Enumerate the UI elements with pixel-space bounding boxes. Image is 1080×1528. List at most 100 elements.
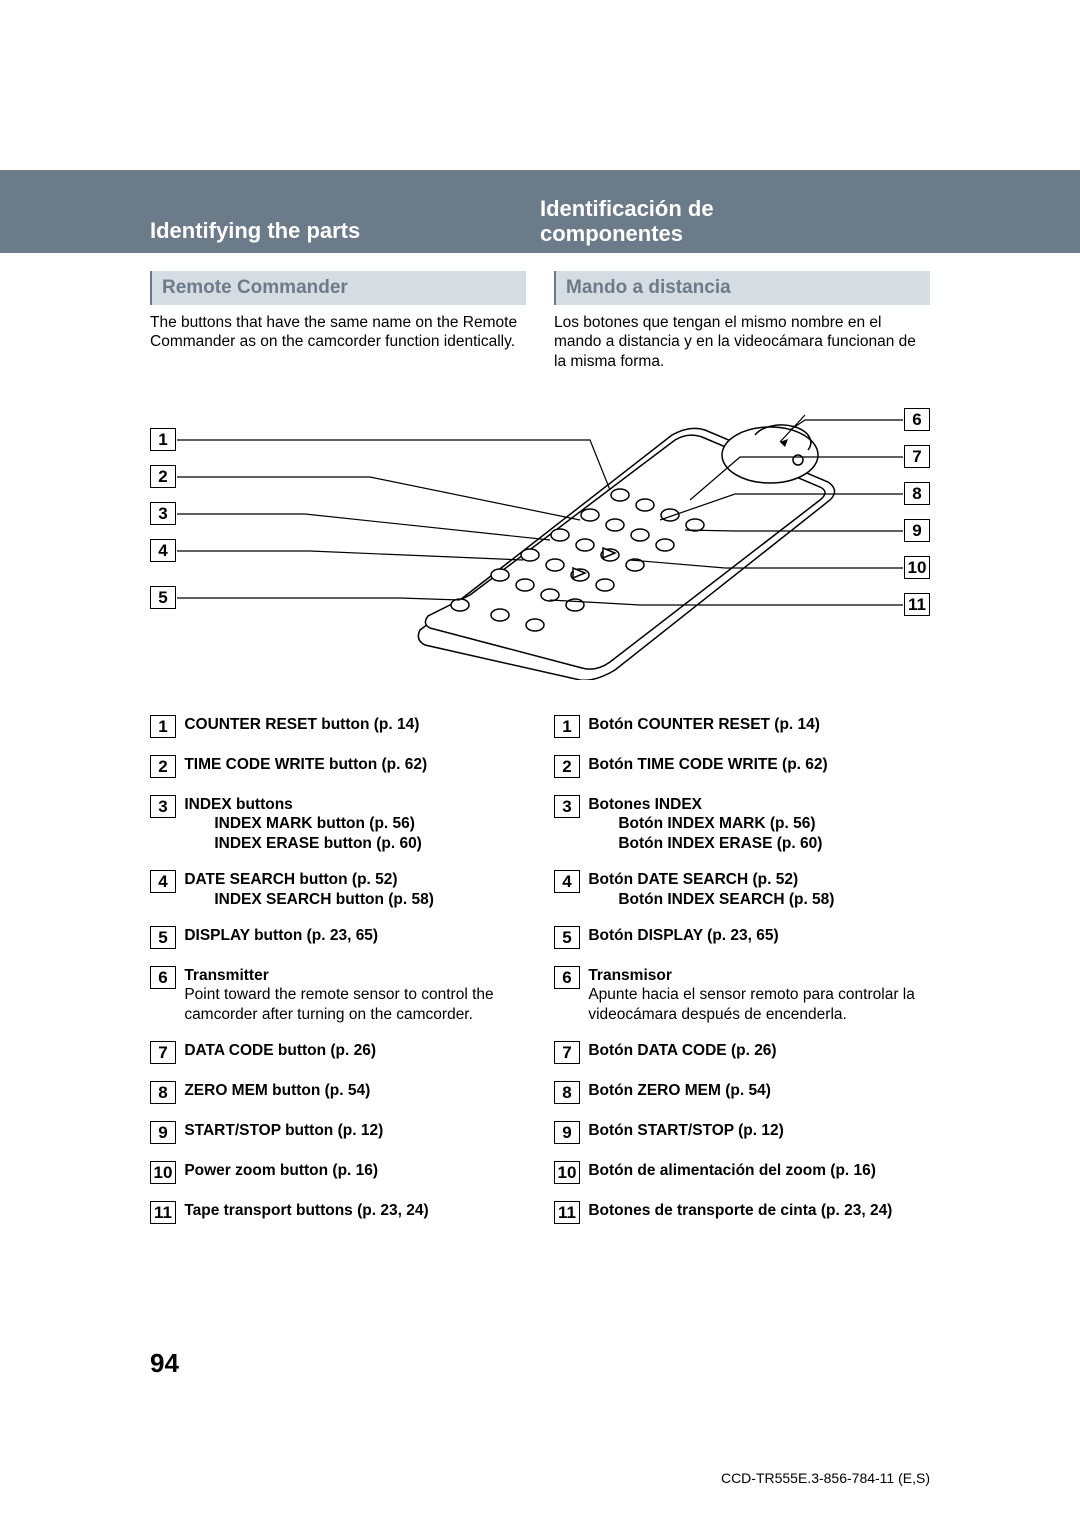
- callout-5: 5: [150, 586, 176, 609]
- item-number: 6: [150, 966, 176, 989]
- list-item: 5 Botón DISPLAY (p. 23, 65): [554, 926, 930, 949]
- left-list: 1 COUNTER RESET button (p. 14) 2 TIME COD…: [150, 715, 526, 1241]
- right-list: 1 Botón COUNTER RESET (p. 14) 2 Botón TIM…: [554, 715, 930, 1241]
- item-number: 3: [554, 795, 580, 818]
- item-title: DATA CODE button (p. 26): [184, 1042, 376, 1059]
- item-title: TIME CODE WRITE button (p. 62): [184, 756, 427, 773]
- callout-3: 3: [150, 502, 176, 525]
- item-sub2: INDEX ERASE button (p. 60): [184, 834, 422, 853]
- list-item: 8 ZERO MEM button (p. 54): [150, 1081, 526, 1104]
- item-title: Transmisor: [588, 967, 672, 984]
- item-title: Transmitter: [184, 967, 268, 984]
- item-title: COUNTER RESET button (p. 14): [184, 716, 419, 733]
- list-item: 6 Transmisor Apunte hacia el sensor remot…: [554, 966, 930, 1024]
- list-item: 5 DISPLAY button (p. 23, 65): [150, 926, 526, 949]
- item-title: DATE SEARCH button (p. 52): [184, 871, 397, 888]
- header-right-line2: componentes: [540, 221, 683, 246]
- callout-6: 6: [904, 408, 930, 431]
- item-title: Botón ZERO MEM (p. 54): [588, 1082, 771, 1099]
- list-item: 4 Botón DATE SEARCH (p. 52)Botón INDEX S…: [554, 870, 930, 909]
- item-sub2: Botón INDEX ERASE (p. 60): [588, 834, 822, 853]
- item-number: 5: [150, 926, 176, 949]
- list-item: 3 Botones INDEXBotón INDEX MARK (p. 56)B…: [554, 795, 930, 853]
- list-item: 7 Botón DATA CODE (p. 26): [554, 1041, 930, 1064]
- list-item: 6 Transmitter Point toward the remote sen…: [150, 966, 526, 1024]
- remote-diagram: 1 2 3 4 5 6 7 8 9 10 11: [150, 390, 930, 690]
- lists-row: 1 COUNTER RESET button (p. 14) 2 TIME COD…: [150, 715, 930, 1241]
- item-number: 9: [150, 1121, 176, 1144]
- item-number: 11: [554, 1201, 580, 1224]
- subheader-row: Remote Commander Mando a distancia: [150, 271, 930, 305]
- item-title: Tape transport buttons (p. 23, 24): [184, 1202, 428, 1219]
- list-item: 1 Botón COUNTER RESET (p. 14): [554, 715, 930, 738]
- list-item: 2 Botón TIME CODE WRITE (p. 62): [554, 755, 930, 778]
- item-title: Botón DATE SEARCH (p. 52): [588, 871, 798, 888]
- item-sub1: INDEX MARK button (p. 56): [184, 814, 422, 833]
- item-title: DISPLAY button (p. 23, 65): [184, 927, 378, 944]
- item-number: 7: [150, 1041, 176, 1064]
- item-number: 2: [150, 755, 176, 778]
- list-item: 1 COUNTER RESET button (p. 14): [150, 715, 526, 738]
- item-number: 10: [554, 1161, 580, 1184]
- item-title: INDEX buttons: [184, 796, 293, 813]
- header-row: Identifying the parts Identificación de …: [0, 196, 1080, 247]
- subheader-right: Mando a distancia: [554, 271, 930, 305]
- intro-right: Los botones que tengan el mismo nombre e…: [554, 313, 930, 371]
- header-right-title: Identificación de componentes: [540, 196, 1080, 247]
- callout-10: 10: [904, 556, 930, 579]
- list-item: 9 Botón START/STOP (p. 12): [554, 1121, 930, 1144]
- item-title: Botón START/STOP (p. 12): [588, 1122, 783, 1139]
- intro-left: The buttons that have the same name on t…: [150, 313, 526, 371]
- callout-9: 9: [904, 519, 930, 542]
- item-number: 3: [150, 795, 176, 818]
- list-item: 9 START/STOP button (p. 12): [150, 1121, 526, 1144]
- item-number: 2: [554, 755, 580, 778]
- item-number: 1: [150, 715, 176, 738]
- callout-11: 11: [904, 593, 930, 616]
- item-title: Botón COUNTER RESET (p. 14): [588, 716, 820, 733]
- header-left-title: Identifying the parts: [0, 196, 540, 247]
- callout-1: 1: [150, 428, 176, 451]
- item-number: 8: [150, 1081, 176, 1104]
- callout-8: 8: [904, 482, 930, 505]
- item-title: Power zoom button (p. 16): [184, 1162, 378, 1179]
- item-title: Botón DATA CODE (p. 26): [588, 1042, 776, 1059]
- remote-illustration: [410, 400, 840, 680]
- item-sub1: INDEX SEARCH button (p. 58): [184, 890, 434, 909]
- list-item: 10 Power zoom button (p. 16): [150, 1161, 526, 1184]
- item-description: Point toward the remote sensor to contro…: [184, 986, 493, 1022]
- list-item: 3 INDEX buttonsINDEX MARK button (p. 56)…: [150, 795, 526, 853]
- item-number: 6: [554, 966, 580, 989]
- footer-text: CCD-TR555E.3-856-784-11 (E,S): [721, 1470, 930, 1486]
- list-item: 7 DATA CODE button (p. 26): [150, 1041, 526, 1064]
- item-title: Botón TIME CODE WRITE (p. 62): [588, 756, 827, 773]
- callout-7: 7: [904, 445, 930, 468]
- item-title: Botones de transporte de cinta (p. 23, 2…: [588, 1202, 892, 1219]
- item-number: 1: [554, 715, 580, 738]
- callout-2: 2: [150, 465, 176, 488]
- item-number: 7: [554, 1041, 580, 1064]
- list-item: 11 Tape transport buttons (p. 23, 24): [150, 1201, 526, 1224]
- intro-row: The buttons that have the same name on t…: [150, 313, 930, 371]
- callout-4: 4: [150, 539, 176, 562]
- item-number: 9: [554, 1121, 580, 1144]
- item-title: Botones INDEX: [588, 796, 702, 813]
- list-item: 11 Botones de transporte de cinta (p. 23…: [554, 1201, 930, 1224]
- item-sub1: Botón INDEX SEARCH (p. 58): [588, 890, 834, 909]
- item-title: START/STOP button (p. 12): [184, 1122, 383, 1139]
- subheader-left: Remote Commander: [150, 271, 526, 305]
- item-sub1: Botón INDEX MARK (p. 56): [588, 814, 822, 833]
- item-number: 8: [554, 1081, 580, 1104]
- page-number: 94: [150, 1348, 179, 1379]
- item-number: 4: [150, 870, 176, 893]
- item-number: 5: [554, 926, 580, 949]
- item-number: 10: [150, 1161, 176, 1184]
- list-item: 10 Botón de alimentación del zoom (p. 16…: [554, 1161, 930, 1184]
- item-title: Botón DISPLAY (p. 23, 65): [588, 927, 778, 944]
- list-item: 8 Botón ZERO MEM (p. 54): [554, 1081, 930, 1104]
- item-title: ZERO MEM button (p. 54): [184, 1082, 370, 1099]
- list-item: 2 TIME CODE WRITE button (p. 62): [150, 755, 526, 778]
- item-title: Botón de alimentación del zoom (p. 16): [588, 1162, 876, 1179]
- item-description: Apunte hacia el sensor remoto para contr…: [588, 986, 915, 1022]
- header-right-line1: Identificación de: [540, 196, 714, 221]
